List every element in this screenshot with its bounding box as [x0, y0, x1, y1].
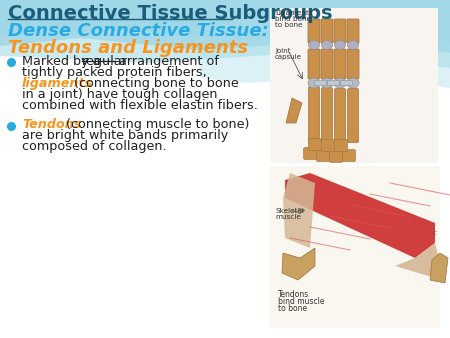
Text: (connecting bone to bone: (connecting bone to bone — [70, 77, 239, 90]
Polygon shape — [0, 0, 450, 43]
Text: Tendons: Tendons — [278, 290, 309, 299]
Text: tightly packed protein fibers,: tightly packed protein fibers, — [22, 66, 207, 79]
Polygon shape — [430, 253, 448, 283]
Ellipse shape — [334, 41, 346, 49]
FancyBboxPatch shape — [303, 147, 316, 160]
FancyBboxPatch shape — [334, 49, 346, 79]
Text: composed of collagen.: composed of collagen. — [22, 140, 167, 153]
Text: muscle: muscle — [275, 214, 301, 220]
Text: in a joint) have tough collagen: in a joint) have tough collagen — [22, 88, 217, 101]
FancyBboxPatch shape — [321, 19, 333, 43]
Polygon shape — [0, 0, 450, 68]
FancyBboxPatch shape — [329, 150, 342, 163]
Polygon shape — [286, 98, 302, 123]
FancyBboxPatch shape — [315, 80, 327, 86]
Text: c: c — [433, 230, 437, 236]
Text: bind bone: bind bone — [275, 16, 311, 22]
Text: are bright white bands primarily: are bright white bands primarily — [22, 129, 228, 142]
FancyBboxPatch shape — [328, 80, 339, 86]
Ellipse shape — [334, 78, 346, 88]
Polygon shape — [0, 0, 450, 53]
Text: Connective Tissue Subgroups: Connective Tissue Subgroups — [8, 4, 333, 23]
Polygon shape — [282, 248, 315, 280]
Ellipse shape — [321, 78, 333, 88]
FancyBboxPatch shape — [341, 80, 352, 86]
FancyBboxPatch shape — [347, 49, 359, 79]
FancyBboxPatch shape — [347, 89, 359, 143]
FancyBboxPatch shape — [334, 89, 346, 142]
Text: bind muscle: bind muscle — [278, 297, 324, 306]
Polygon shape — [283, 173, 315, 248]
Bar — [270, 8, 438, 163]
Text: Dense Connective Tissue:: Dense Connective Tissue: — [8, 22, 269, 40]
FancyBboxPatch shape — [321, 88, 333, 143]
Ellipse shape — [321, 41, 333, 49]
Text: capsule: capsule — [275, 54, 302, 60]
Text: Joint: Joint — [275, 48, 291, 54]
Polygon shape — [285, 173, 435, 258]
Text: (connecting muscle to bone): (connecting muscle to bone) — [62, 118, 249, 131]
Text: arrangement of: arrangement of — [115, 55, 219, 68]
FancyBboxPatch shape — [308, 19, 320, 43]
Ellipse shape — [347, 41, 359, 49]
FancyBboxPatch shape — [316, 149, 329, 162]
FancyBboxPatch shape — [347, 19, 359, 43]
FancyBboxPatch shape — [321, 140, 334, 151]
Bar — [270, 166, 440, 328]
Ellipse shape — [308, 78, 320, 88]
Text: to bone: to bone — [275, 22, 302, 28]
FancyBboxPatch shape — [334, 140, 347, 151]
Text: to bone: to bone — [278, 304, 307, 313]
Text: Ligaments: Ligaments — [275, 10, 313, 16]
Polygon shape — [395, 243, 440, 278]
Text: Marked by a: Marked by a — [22, 55, 104, 68]
Polygon shape — [200, 0, 450, 88]
FancyBboxPatch shape — [334, 19, 346, 43]
Ellipse shape — [309, 41, 320, 49]
FancyBboxPatch shape — [309, 139, 321, 150]
Text: ligaments: ligaments — [22, 77, 93, 90]
Text: combined with flexible elastin fibers.: combined with flexible elastin fibers. — [22, 99, 258, 112]
FancyBboxPatch shape — [309, 87, 320, 145]
FancyBboxPatch shape — [342, 149, 356, 162]
Text: Tendons and Ligaments: Tendons and Ligaments — [8, 39, 248, 57]
Text: Tendons: Tendons — [22, 118, 81, 131]
FancyBboxPatch shape — [321, 49, 333, 79]
Text: regular: regular — [82, 55, 128, 68]
Ellipse shape — [347, 78, 359, 88]
FancyBboxPatch shape — [308, 49, 320, 79]
Text: Skeletal: Skeletal — [275, 208, 304, 214]
